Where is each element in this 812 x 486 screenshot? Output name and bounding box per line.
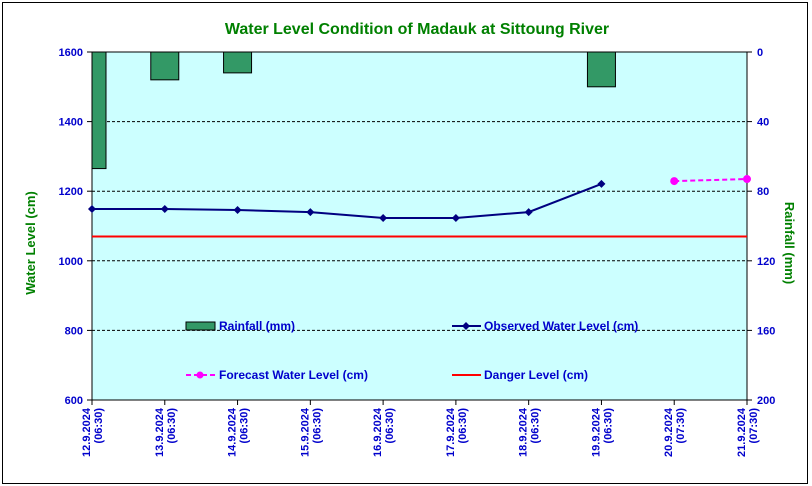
rainfall-bar	[586, 51, 616, 88]
x-tick-label: 14.9.2024 (06:30)	[227, 407, 251, 457]
x-tick-time: (06:30)	[93, 408, 105, 444]
y2-axis-title: Rainfall (mm)	[782, 202, 797, 284]
chart-title: Water Level Condition of Madauk at Sitto…	[225, 21, 609, 38]
y-tick-label: 600	[65, 395, 83, 407]
x-tick-date: 17.9.2024	[445, 407, 457, 457]
legend: Rainfall (mm) Observed Water Level (cm) Fo…	[185, 319, 638, 382]
x-tick-time: (07:30)	[675, 408, 687, 444]
x-tick-date: 20.9.2024	[663, 407, 675, 457]
observed-point	[233, 205, 242, 214]
rainfall-bar	[223, 51, 253, 74]
y2-tick-label: 120	[757, 256, 775, 268]
forecast-water-level-line	[674, 178, 748, 183]
rainfall-bar	[91, 51, 107, 170]
legend-label: Observed Water Level (cm)	[484, 319, 638, 333]
rainfall-bar	[150, 51, 180, 81]
observed-water-level-line	[92, 182, 602, 219]
observed-point	[88, 204, 96, 213]
observed-point	[379, 213, 388, 222]
legend-marker-forecast	[196, 371, 204, 379]
observed-point	[597, 179, 606, 188]
x-tick-time: (06:30)	[457, 408, 469, 444]
x-tick-date: 16.9.2024	[372, 407, 384, 457]
x-tick-label: 13.9.2024 (06:30)	[154, 407, 178, 457]
x-tick-label: 16.9.2024 (06:30)	[372, 407, 396, 457]
grid-lines	[92, 121, 747, 331]
x-tick-date: 19.9.2024	[590, 407, 602, 457]
rainfall-bars	[91, 51, 616, 170]
x-tick-label: 21.9.2024 (07:30)	[736, 407, 760, 457]
observed-point	[451, 213, 460, 222]
legend-marker-observed	[462, 322, 470, 330]
legend-label: Rainfall (mm)	[219, 319, 295, 333]
x-tick-label: 17.9.2024 (06:30)	[445, 407, 469, 457]
x-tick-time: (06:30)	[530, 408, 542, 444]
x-tick-label: 12.9.2024 (06:30)	[81, 407, 105, 457]
x-tick-date: 12.9.2024	[81, 407, 93, 457]
y2-tick-label: 80	[757, 186, 769, 198]
y-axis-title: Water Level (cm)	[23, 191, 38, 295]
x-tick-time: (06:30)	[311, 408, 323, 444]
plot-area	[91, 51, 748, 401]
x-tick-label: 18.9.2024 (06:30)	[518, 407, 542, 457]
legend-swatch-rainfall	[185, 321, 216, 331]
forecast-point	[743, 175, 751, 184]
y2-tick-label: 160	[757, 325, 775, 337]
y2-tick-label: 200	[757, 395, 775, 407]
y-tick-label: 1400	[59, 117, 83, 129]
y-tick-label: 1000	[59, 256, 83, 268]
x-tick-time: (06:30)	[239, 408, 251, 444]
y2-tick-label: 0	[757, 47, 763, 59]
x-tick-date: 21.9.2024	[736, 407, 748, 457]
y2-tick-label: 40	[757, 117, 769, 129]
y-tick-label: 1600	[59, 47, 83, 59]
observed-point	[160, 204, 169, 213]
observed-point	[524, 208, 533, 217]
x-tick-time: (06:30)	[166, 408, 178, 444]
x-tick-date: 13.9.2024	[154, 407, 166, 457]
legend-label: Danger Level (cm)	[484, 368, 588, 382]
x-tick-time: (06:30)	[602, 408, 614, 444]
series-lines	[88, 175, 751, 238]
x-tick-date: 14.9.2024	[227, 407, 239, 457]
x-tick-label: 15.9.2024 (06:30)	[299, 407, 323, 457]
y-tick-label: 1200	[59, 186, 83, 198]
axes: 600 800 1000 1200 1400 1600 0 40 80 120 160 200 12.9…	[59, 47, 776, 457]
x-tick-label: 19.9.2024 (06:30)	[590, 407, 614, 457]
x-tick-time: (06:30)	[384, 408, 396, 444]
y-tick-label: 800	[65, 325, 83, 337]
observed-point	[306, 208, 315, 217]
x-tick-date: 15.9.2024	[299, 407, 311, 457]
x-tick-label: 20.9.2024 (07:30)	[663, 407, 687, 457]
x-tick-time: (07:30)	[748, 408, 760, 444]
legend-label: Forecast Water Level (cm)	[219, 368, 368, 382]
x-tick-date: 18.9.2024	[518, 407, 530, 457]
forecast-point	[670, 177, 679, 186]
